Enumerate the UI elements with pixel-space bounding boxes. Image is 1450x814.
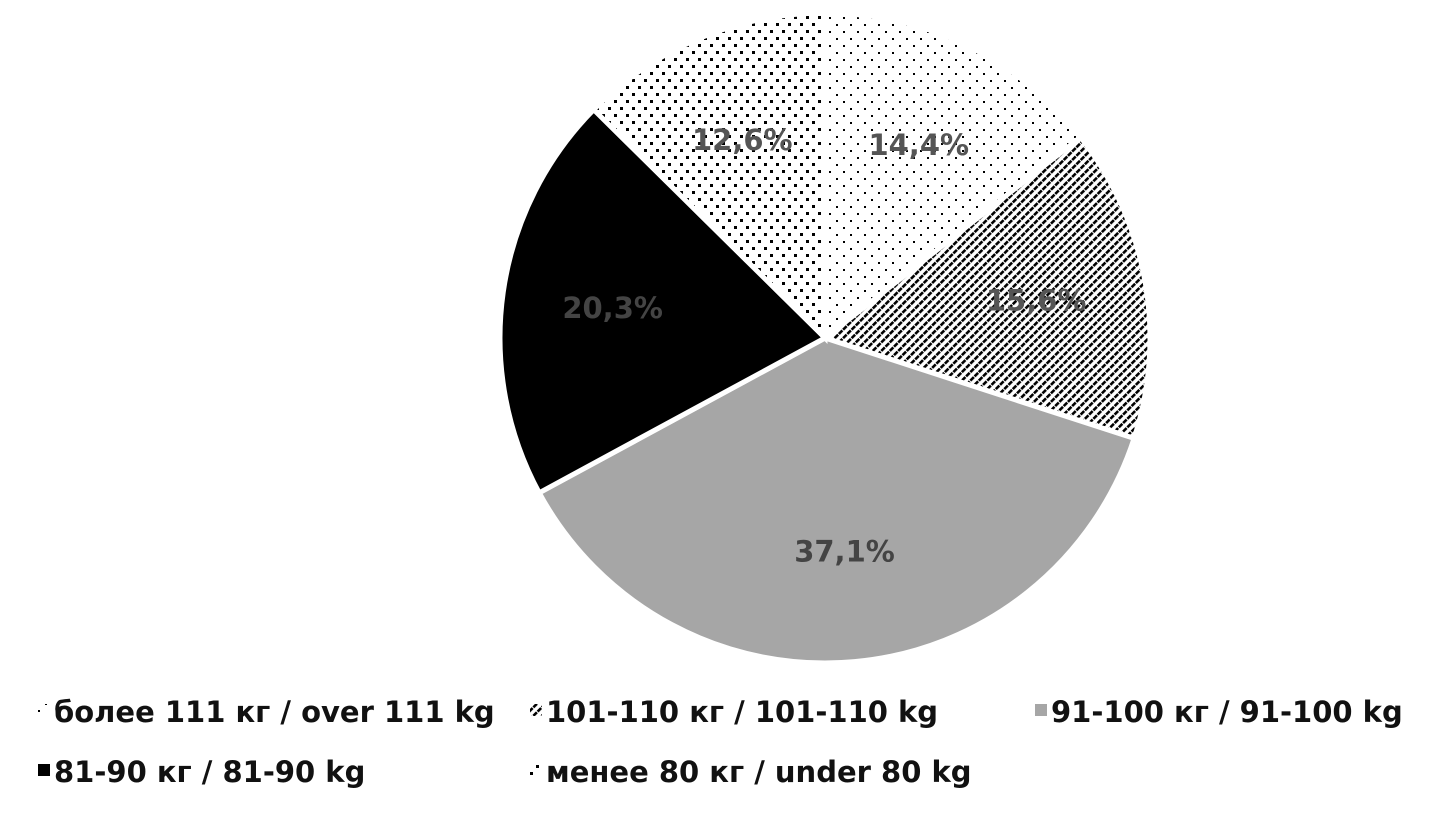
data-label: 37,1% — [794, 535, 895, 569]
pie-slice — [535, 335, 1138, 666]
legend-label: менее 80 кг / under 80 kg — [546, 755, 972, 789]
pie-slice — [590, 10, 828, 344]
legend-item: 101-110 кг / 101-110 kg — [530, 695, 938, 729]
legend-swatch — [1035, 704, 1047, 716]
legend-swatch — [530, 764, 542, 776]
legend-label: более 111 кг / over 111 kg — [54, 695, 495, 729]
legend-label: 101-110 кг / 101-110 kg — [546, 695, 938, 729]
pie-slices — [497, 10, 1153, 666]
legend-item: менее 80 кг / under 80 kg — [530, 755, 972, 789]
pie-data-labels: 14,4% 15,6% 37,1% 20,3% 12,6% — [562, 123, 1086, 569]
pie-slice — [822, 10, 1085, 344]
legend-swatch — [530, 704, 542, 716]
data-label: 12,6% — [692, 123, 793, 157]
legend-label: 81-90 кг / 81-90 kg — [54, 755, 365, 789]
data-label: 15,6% — [986, 283, 1087, 317]
legend-swatch — [38, 704, 50, 716]
legend: более 111 кг / over 111 kg 101-110 кг / 1… — [38, 695, 1403, 789]
data-label: 20,3% — [562, 291, 663, 325]
pie-slice — [497, 106, 830, 497]
legend-item: более 111 кг / over 111 kg — [38, 695, 495, 729]
legend-label: 91-100 кг / 91-100 kg — [1051, 695, 1403, 729]
legend-swatch — [38, 764, 50, 776]
legend-item: 91-100 кг / 91-100 kg — [1035, 695, 1403, 729]
legend-item: 81-90 кг / 81-90 kg — [38, 755, 365, 789]
data-label: 14,4% — [868, 128, 969, 162]
